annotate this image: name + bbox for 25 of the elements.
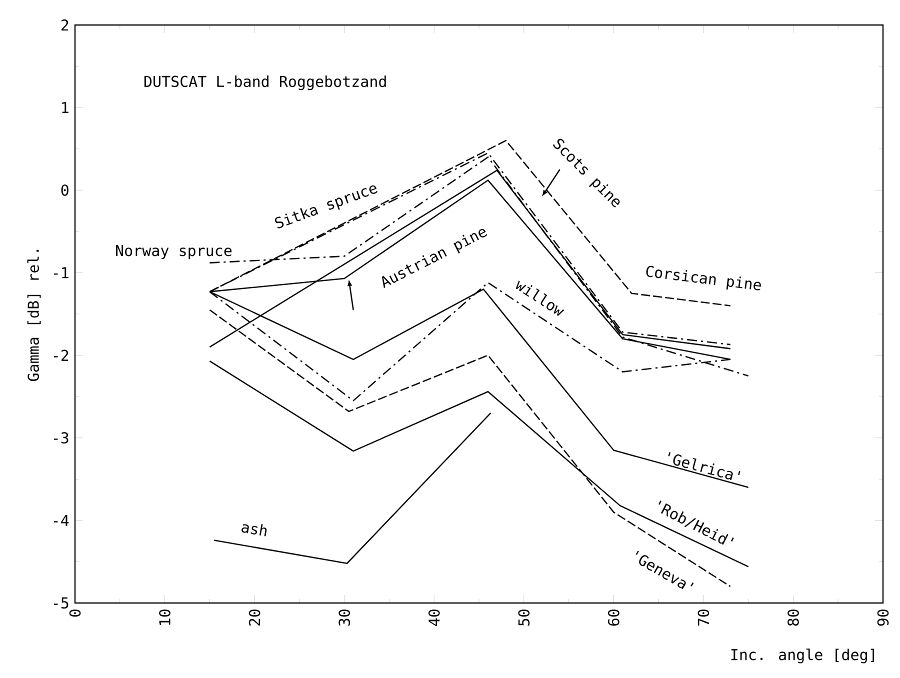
x-tick-label: 0 xyxy=(69,610,81,617)
y-tick-label: -4 xyxy=(54,514,69,526)
y-tick-label: 0 xyxy=(61,184,68,196)
x-tick-label: 10 xyxy=(159,610,170,625)
y-axis-title: Gamma [dB] rel. xyxy=(27,250,41,381)
x-tick-label: 70 xyxy=(698,610,710,626)
y-tick-label: -5 xyxy=(54,597,68,609)
text: DUTSCAT L-band Roggebotzand xyxy=(144,75,386,90)
series-label: Norway spruce xyxy=(116,245,232,260)
x-axis-title: Inc. angle [deg] xyxy=(731,648,874,664)
x-tick-label: 50 xyxy=(518,610,530,626)
x-tick-label: 80 xyxy=(788,610,799,626)
x-tick-label: 60 xyxy=(608,610,620,626)
x-tick-label: 40 xyxy=(428,610,440,626)
text: ash xyxy=(242,524,267,536)
y-tick-label: -3 xyxy=(54,432,68,444)
y-tick-label: 1 xyxy=(62,102,68,114)
x-tick-label: 20 xyxy=(248,610,260,626)
text: Corsican pine xyxy=(646,266,761,290)
text: Sitka spruce xyxy=(274,185,378,228)
y-tick-label: -2 xyxy=(54,350,68,361)
y-tick-label: -1 xyxy=(54,267,68,278)
x-tick-label: 90 xyxy=(877,610,889,626)
y-tick-label: 2 xyxy=(61,19,68,31)
x-tick-label: 30 xyxy=(338,610,350,626)
